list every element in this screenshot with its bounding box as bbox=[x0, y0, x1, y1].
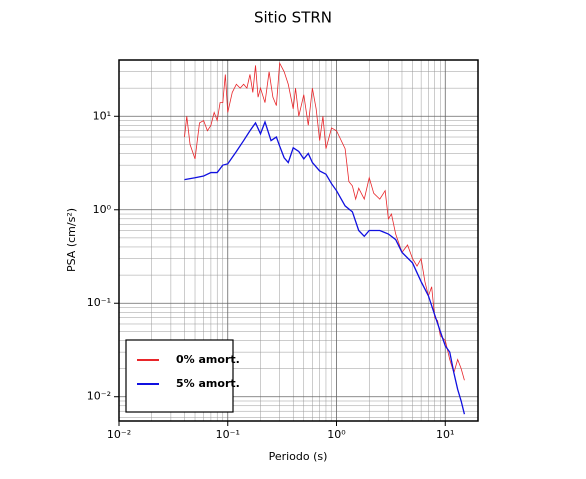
legend-label: 5% amort. bbox=[176, 377, 240, 390]
x-tick-label: 10¹ bbox=[436, 428, 454, 441]
plot-frame bbox=[118, 59, 479, 422]
chart-title: Sitio STRN bbox=[254, 9, 332, 27]
x-tick-label: 10⁻² bbox=[107, 428, 131, 441]
x-tick-label: 10⁰ bbox=[327, 428, 346, 441]
x-axis-label: Periodo (s) bbox=[269, 450, 328, 463]
x-tick-label: 10⁻¹ bbox=[216, 428, 240, 441]
series-line bbox=[184, 61, 465, 381]
y-tick-label: 10⁰ bbox=[93, 203, 112, 216]
y-axis-label: PSA (cm/s²) bbox=[65, 208, 78, 272]
legend-label: 0% amort. bbox=[176, 353, 240, 366]
y-tick-label: 10⁻² bbox=[87, 390, 111, 403]
legend-box bbox=[125, 339, 234, 413]
series-line bbox=[184, 119, 466, 415]
y-tick-label: 10¹ bbox=[93, 109, 111, 122]
y-tick-label: 10⁻¹ bbox=[87, 296, 111, 309]
